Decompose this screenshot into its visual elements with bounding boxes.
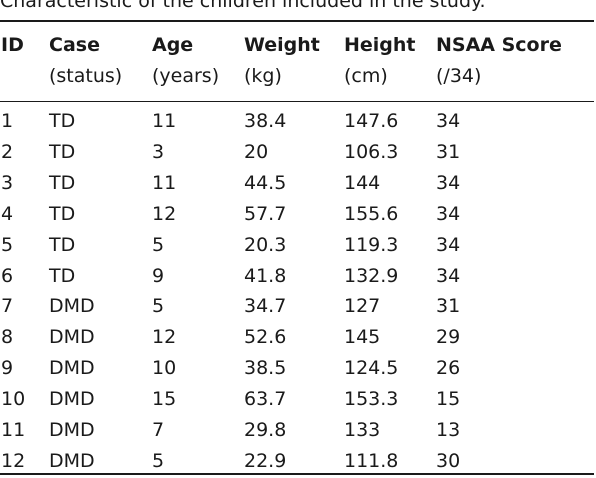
- header-weight-unit: (kg): [244, 65, 282, 87]
- cell-weight: 20.3: [244, 233, 287, 256]
- cell-weight: 22.9: [244, 449, 287, 472]
- cell-height: 106.3: [344, 140, 399, 163]
- cell-nsaa-score: 34: [436, 110, 461, 132]
- cell-case: TD: [49, 171, 76, 194]
- cell-nsaa-score: 34: [436, 233, 461, 256]
- cell-age: 5: [152, 233, 165, 256]
- table-row: 11 DMD 7 29.8 133 13: [0, 414, 594, 445]
- header-nsaa-score: NSAA Score: [436, 34, 562, 56]
- cell-case: DMD: [49, 449, 95, 472]
- header-weight: Weight: [244, 34, 320, 56]
- cell-height: 153.3: [344, 388, 399, 411]
- cell-height: 133: [344, 419, 381, 441]
- cell-age: 5: [152, 449, 165, 472]
- cell-id: 4: [1, 202, 14, 225]
- cell-id: 8: [1, 326, 14, 349]
- table-caption: Characteristic of the children included …: [0, 0, 486, 12]
- cell-id: 9: [1, 357, 14, 380]
- cell-weight: 44.5: [244, 171, 287, 194]
- cell-id: 7: [1, 295, 14, 318]
- header-height: Height: [344, 34, 416, 56]
- cell-case: DMD: [49, 295, 95, 318]
- table-row: 10 DMD 15 63.7 153.3 15: [0, 383, 594, 414]
- cell-nsaa-score: 29: [436, 326, 461, 349]
- cell-case: TD: [49, 140, 76, 163]
- header-case: Case: [49, 34, 100, 56]
- cell-weight: 41.8: [244, 264, 287, 287]
- cell-age: 11: [152, 171, 177, 194]
- cell-height: 119.3: [344, 233, 399, 256]
- header-age-unit: (years): [152, 65, 220, 87]
- header-rule: [0, 101, 594, 102]
- cell-nsaa-score: 34: [436, 264, 461, 287]
- header-age: Age: [152, 34, 194, 56]
- cell-case: TD: [49, 110, 76, 132]
- cell-nsaa-score: 31: [436, 295, 461, 318]
- cell-age: 7: [152, 419, 165, 441]
- table-row: 9 DMD 10 38.5 124.5 26: [0, 352, 594, 383]
- table-row: 8 DMD 12 52.6 145 29: [0, 321, 594, 352]
- cell-weight: 63.7: [244, 388, 287, 411]
- header-height-unit: (cm): [344, 65, 388, 87]
- cell-height: 147.6: [344, 110, 399, 132]
- cell-id: 5: [1, 233, 14, 256]
- cell-id: 1: [1, 110, 14, 132]
- table-row: 12 DMD 5 22.9 111.8 30: [0, 445, 594, 476]
- cell-weight: 57.7: [244, 202, 287, 225]
- cell-height: 127: [344, 295, 381, 318]
- table-row: 3 TD 11 44.5 144 34: [0, 167, 594, 198]
- cell-age: 12: [152, 326, 177, 349]
- cell-age: 10: [152, 357, 177, 380]
- cell-id: 10: [1, 388, 26, 411]
- cell-weight: 38.5: [244, 357, 287, 380]
- table-row: 1 TD 11 38.4 147.6 34: [0, 105, 594, 136]
- cell-nsaa-score: 31: [436, 140, 461, 163]
- cell-id: 2: [1, 140, 14, 163]
- cell-case: DMD: [49, 388, 95, 411]
- cell-id: 12: [1, 449, 26, 472]
- cell-weight: 52.6: [244, 326, 287, 349]
- cell-nsaa-score: 15: [436, 388, 461, 411]
- cell-case: TD: [49, 233, 76, 256]
- header-id: ID: [1, 34, 24, 56]
- cell-height: 144: [344, 171, 381, 194]
- cell-nsaa-score: 34: [436, 171, 461, 194]
- bottom-rule: [0, 473, 594, 475]
- cell-age: 3: [152, 140, 165, 163]
- cell-case: DMD: [49, 326, 95, 349]
- cell-height: 111.8: [344, 449, 399, 472]
- cell-age: 11: [152, 110, 177, 132]
- cell-case: TD: [49, 202, 76, 225]
- cell-id: 6: [1, 264, 14, 287]
- header-case-unit: (status): [49, 65, 123, 87]
- cell-age: 15: [152, 388, 177, 411]
- cell-id: 11: [1, 419, 26, 441]
- table-row: 4 TD 12 57.7 155.6 34: [0, 198, 594, 229]
- cell-nsaa-score: 34: [436, 202, 461, 225]
- table-row: 6 TD 9 41.8 132.9 34: [0, 260, 594, 291]
- cell-nsaa-score: 13: [436, 419, 461, 441]
- cell-height: 155.6: [344, 202, 399, 225]
- cell-weight: 20: [244, 140, 269, 163]
- cell-nsaa-score: 30: [436, 449, 461, 472]
- cell-age: 5: [152, 295, 165, 318]
- cell-id: 3: [1, 171, 14, 194]
- table-row: 5 TD 5 20.3 119.3 34: [0, 229, 594, 260]
- table-row: 7 DMD 5 34.7 127 31: [0, 290, 594, 321]
- cell-case: DMD: [49, 357, 95, 380]
- cell-case: TD: [49, 264, 76, 287]
- cell-nsaa-score: 26: [436, 357, 461, 380]
- cell-case: DMD: [49, 419, 95, 441]
- cell-weight: 38.4: [244, 110, 287, 132]
- cell-height: 132.9: [344, 264, 399, 287]
- cell-height: 124.5: [344, 357, 399, 380]
- cell-age: 12: [152, 202, 177, 225]
- header-nsaa-score-unit: (/34): [436, 65, 482, 87]
- cell-weight: 34.7: [244, 295, 287, 318]
- cell-weight: 29.8: [244, 419, 287, 441]
- table-row: 2 TD 3 20 106.3 31: [0, 136, 594, 167]
- cell-height: 145: [344, 326, 381, 349]
- top-rule: [0, 20, 594, 22]
- cell-age: 9: [152, 264, 165, 287]
